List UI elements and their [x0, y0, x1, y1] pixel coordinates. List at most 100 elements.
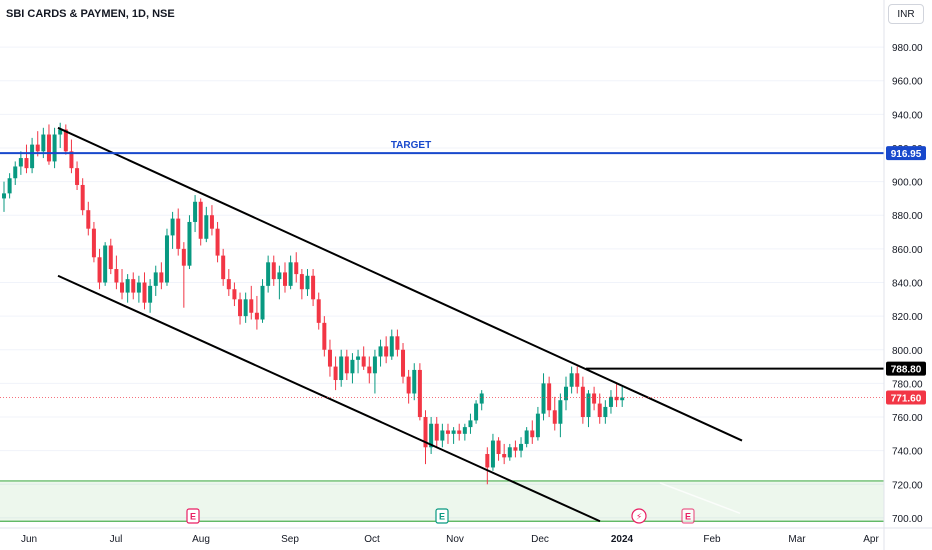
zone-projection	[659, 482, 741, 514]
candle-body	[339, 356, 344, 381]
earnings-icon[interactable]	[186, 508, 200, 524]
price-label-text: 916.95	[891, 149, 922, 160]
price-tick-label: 840.00	[892, 278, 923, 289]
candle-body	[569, 373, 574, 387]
price-label-box	[886, 390, 926, 405]
time-tick-label: Mar	[788, 534, 806, 545]
candle-body	[159, 272, 164, 283]
candle-body	[384, 346, 389, 357]
earnings-icon-label: E	[439, 512, 445, 522]
candle-body	[322, 322, 327, 350]
time-tick-label: Feb	[703, 534, 721, 545]
price-tick-label: 820.00	[892, 312, 923, 323]
candle-body	[69, 151, 74, 169]
candle-body	[30, 144, 35, 169]
candle-body	[344, 356, 349, 374]
candle-body	[457, 430, 462, 434]
candle-body	[608, 396, 613, 407]
candle-body	[97, 257, 102, 283]
lower-channel-line[interactable]	[57, 274, 601, 523]
price-tick-label: 800.00	[892, 346, 923, 357]
grid	[0, 46, 884, 519]
drawings[interactable]: TARGET	[0, 126, 884, 523]
candle-body	[462, 427, 467, 434]
candle-body	[412, 369, 417, 394]
symbol-title[interactable]: SBI CARDS & PAYMEN, 1D, NSE	[6, 8, 175, 20]
upper-channel-line[interactable]	[57, 126, 743, 442]
candle-body	[547, 383, 552, 411]
candle-body	[120, 282, 125, 293]
candle-body	[299, 274, 304, 290]
candle-body	[52, 134, 57, 162]
earnings-icon[interactable]	[435, 508, 449, 524]
candle-body	[440, 430, 445, 441]
candle-body	[215, 228, 220, 256]
candle-body	[496, 440, 501, 455]
candle-body	[490, 440, 495, 468]
candle-body	[103, 245, 108, 283]
time-tick-label: Dec	[531, 534, 549, 545]
candle-body	[142, 282, 147, 303]
candle-body	[468, 420, 473, 428]
candle-body	[41, 134, 46, 152]
candle-body	[513, 447, 518, 451]
candle-body	[423, 417, 428, 448]
candle-body	[372, 356, 377, 374]
candle-body	[524, 430, 529, 444]
price-label-box	[886, 361, 926, 376]
candle-body	[378, 346, 383, 357]
candle-body	[35, 144, 40, 152]
candle-body	[311, 275, 316, 300]
time-tick-label: Apr	[863, 534, 879, 545]
currency-button[interactable]: INR	[888, 4, 924, 24]
candle-body	[91, 228, 96, 258]
candle-body	[305, 275, 310, 290]
candle-body	[327, 349, 332, 367]
candle-body	[406, 376, 411, 394]
candle-body	[592, 393, 597, 404]
candle-body	[294, 262, 299, 275]
price-tick-label: 960.00	[892, 77, 923, 88]
price-label-text: 788.80	[891, 365, 922, 376]
candle-body	[18, 158, 23, 167]
candle-body	[434, 423, 439, 441]
candle-body	[451, 430, 456, 434]
candle-body	[558, 400, 563, 424]
candle-body	[620, 397, 625, 401]
candle-body	[586, 393, 591, 418]
candle-body	[2, 193, 6, 199]
candle-body	[271, 262, 276, 280]
candle-body	[164, 235, 169, 283]
earnings-icon-label: E	[685, 512, 691, 522]
candle-body	[232, 289, 237, 300]
candle-body	[226, 279, 231, 290]
event-markers[interactable]: E E ⚡ E	[186, 508, 695, 524]
dividend-icon[interactable]	[631, 508, 647, 524]
candle-body	[580, 386, 585, 418]
time-tick-label: 2024	[611, 534, 634, 545]
candle-body	[80, 184, 85, 211]
candle-body	[614, 396, 619, 401]
price-tick-label: 900.00	[892, 178, 923, 189]
price-tick-label: 940.00	[892, 110, 923, 121]
candle-body	[249, 299, 254, 313]
candle-body	[519, 443, 524, 451]
candle-body	[148, 285, 153, 303]
candle-body	[485, 454, 490, 468]
candle-body	[125, 279, 130, 293]
earnings-icon-label: E	[190, 512, 196, 522]
earnings-icon[interactable]	[681, 508, 695, 524]
candle-body	[7, 178, 12, 194]
price-tick-label: 700.00	[892, 514, 923, 525]
time-tick-label: Jun	[21, 534, 37, 545]
candle-body	[502, 454, 507, 458]
candle-body	[535, 413, 540, 438]
candle-body	[401, 349, 406, 377]
candle-body	[288, 262, 293, 286]
candle-body	[603, 406, 608, 418]
candle-body	[58, 129, 63, 135]
candle-body	[131, 279, 136, 293]
price-tick-label: 860.00	[892, 245, 923, 256]
